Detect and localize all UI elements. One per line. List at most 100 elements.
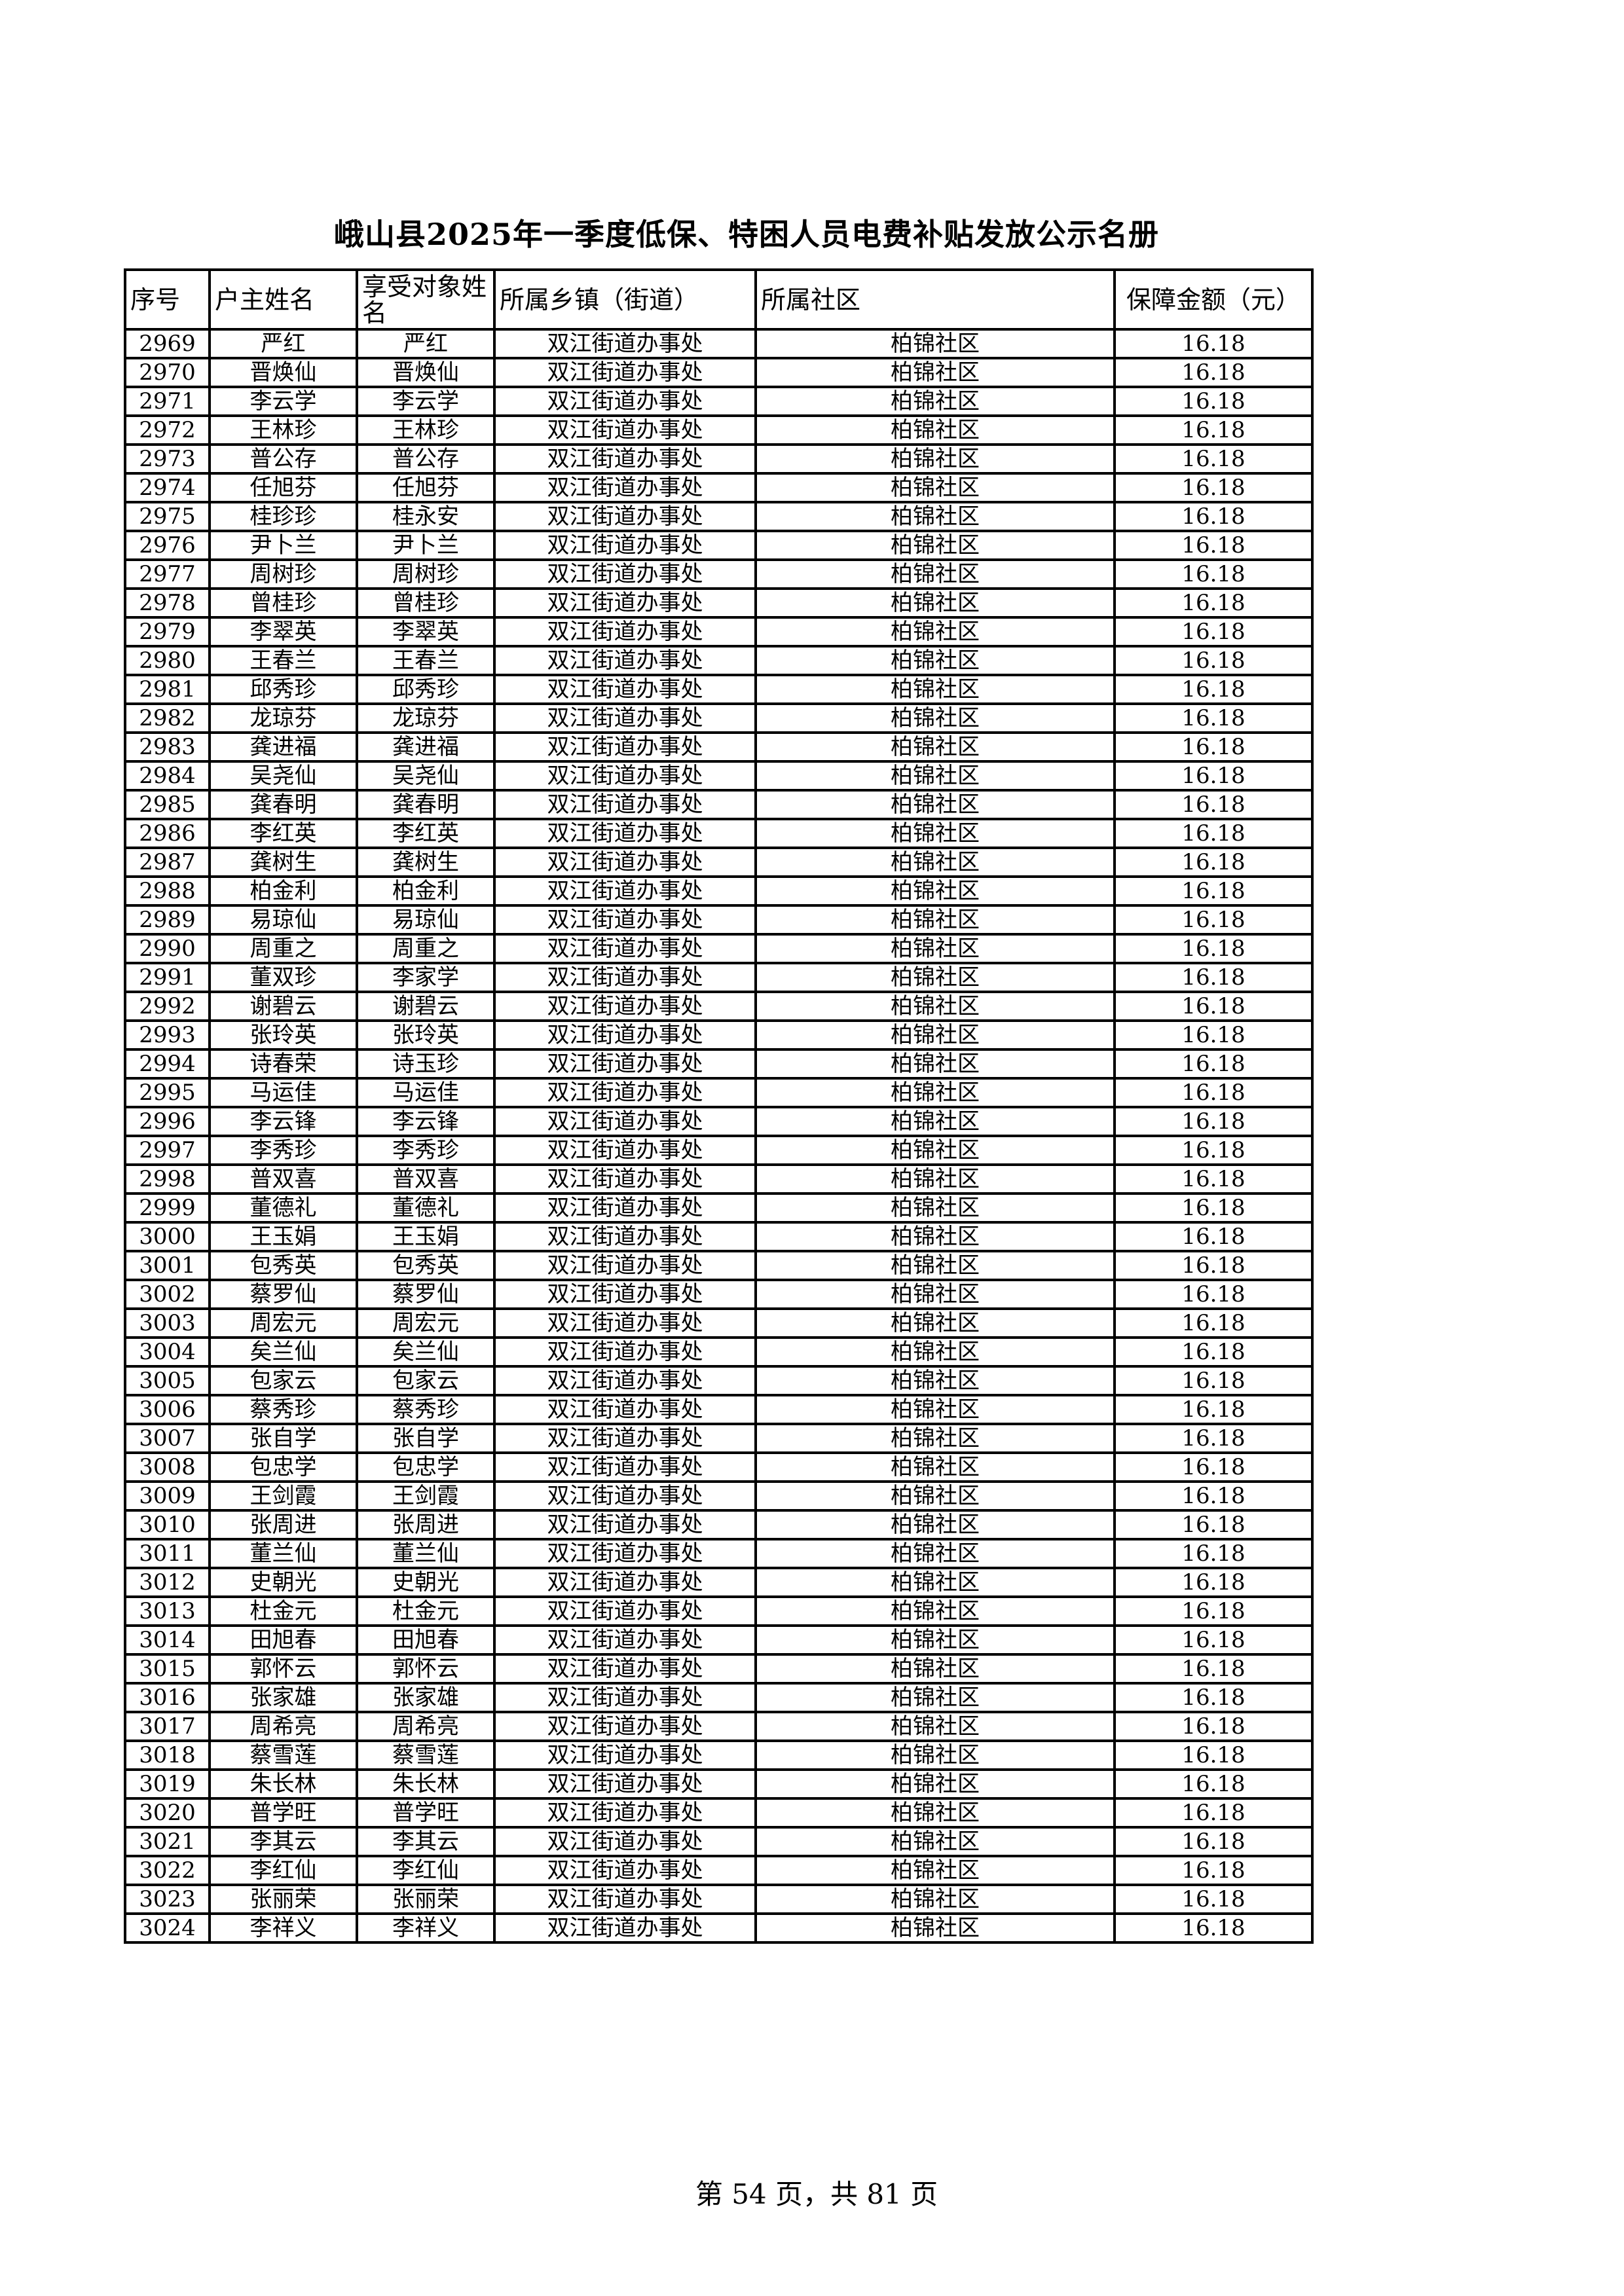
cell-amount: 16.18 [1113, 875, 1314, 907]
cell-amount: 16.18 [1113, 558, 1314, 590]
table-row: 3015 郭怀云 郭怀云 双江街道办事处 柏锦社区 16.18 [124, 1653, 1314, 1685]
cell-town: 双江街道办事处 [493, 443, 757, 475]
cell-household-head: 王玉娟 [208, 1221, 358, 1252]
cell-beneficiary: 包家云 [356, 1365, 496, 1396]
cell-seq: 3002 [124, 1279, 211, 1310]
cell-amount: 16.18 [1113, 357, 1314, 388]
cell-beneficiary: 蔡雪莲 [356, 1740, 496, 1771]
cell-town: 双江街道办事处 [493, 702, 757, 734]
cell-seq: 3020 [124, 1797, 211, 1829]
cell-seq: 3009 [124, 1480, 211, 1512]
cell-amount: 16.18 [1113, 1768, 1314, 1800]
cell-town: 双江街道办事处 [493, 1221, 757, 1252]
cell-amount: 16.18 [1113, 443, 1314, 475]
cell-household-head: 吴尧仙 [208, 760, 358, 792]
table-row: 3012 史朝光 史朝光 双江街道办事处 柏锦社区 16.18 [124, 1567, 1314, 1598]
cell-community: 柏锦社区 [754, 789, 1116, 820]
cell-community: 柏锦社区 [754, 1884, 1116, 1915]
cell-household-head: 邱秀珍 [208, 674, 358, 705]
cell-town: 双江街道办事处 [493, 1567, 757, 1598]
cell-beneficiary: 龚春明 [356, 789, 496, 820]
cell-town: 双江街道办事处 [493, 1250, 757, 1281]
cell-seq: 2973 [124, 443, 211, 475]
cell-amount: 16.18 [1113, 1595, 1314, 1627]
cell-seq: 2971 [124, 386, 211, 417]
cell-household-head: 包忠学 [208, 1451, 358, 1483]
cell-beneficiary: 周希亮 [356, 1711, 496, 1742]
cell-amount: 16.18 [1113, 904, 1314, 936]
cell-community: 柏锦社区 [754, 1106, 1116, 1137]
table-row: 3023 张丽荣 张丽荣 双江街道办事处 柏锦社区 16.18 [124, 1884, 1314, 1915]
cell-household-head: 李秀珍 [208, 1135, 358, 1166]
cell-beneficiary: 包忠学 [356, 1451, 496, 1483]
cell-community: 柏锦社区 [754, 1480, 1116, 1512]
cell-household-head: 蔡雪莲 [208, 1740, 358, 1771]
cell-town: 双江街道办事处 [493, 1797, 757, 1829]
cell-beneficiary: 蔡秀珍 [356, 1394, 496, 1425]
cell-household-head: 张家雄 [208, 1682, 358, 1713]
document-title: 峨山县2025年一季度低保、特困人员电费补贴发放公示名册 [333, 217, 1160, 252]
cell-seq: 2993 [124, 1019, 211, 1051]
cell-beneficiary: 董德礼 [356, 1192, 496, 1224]
table-row: 2999 董德礼 董德礼 双江街道办事处 柏锦社区 16.18 [124, 1192, 1314, 1224]
cell-community: 柏锦社区 [754, 1135, 1116, 1166]
table-row: 3020 普学旺 普学旺 双江街道办事处 柏锦社区 16.18 [124, 1797, 1314, 1829]
cell-seq: 2970 [124, 357, 211, 388]
cell-household-head: 王林珍 [208, 414, 358, 446]
cell-household-head: 郭怀云 [208, 1653, 358, 1685]
cell-community: 柏锦社区 [754, 962, 1116, 993]
cell-town: 双江街道办事处 [493, 933, 757, 964]
cell-community: 柏锦社区 [754, 1768, 1116, 1800]
cell-household-head: 李云学 [208, 386, 358, 417]
cell-amount: 16.18 [1113, 1826, 1314, 1857]
cell-household-head: 矣兰仙 [208, 1336, 358, 1368]
cell-community: 柏锦社区 [754, 1682, 1116, 1713]
cell-town: 双江街道办事处 [493, 1192, 757, 1224]
table-row: 3019 朱长林 朱长林 双江街道办事处 柏锦社区 16.18 [124, 1768, 1314, 1800]
cell-beneficiary: 柏金利 [356, 875, 496, 907]
cell-seq: 2987 [124, 847, 211, 878]
table-row: 3021 李其云 李其云 双江街道办事处 柏锦社区 16.18 [124, 1826, 1314, 1857]
cell-community: 柏锦社区 [754, 1595, 1116, 1627]
cell-amount: 16.18 [1113, 1221, 1314, 1252]
cell-seq: 2997 [124, 1135, 211, 1166]
table-row: 2988 柏金利 柏金利 双江街道办事处 柏锦社区 16.18 [124, 875, 1314, 907]
table-row: 2983 龚进福 龚进福 双江街道办事处 柏锦社区 16.18 [124, 731, 1314, 763]
cell-beneficiary: 曾桂珍 [356, 587, 496, 619]
table-row: 3022 李红仙 李红仙 双江街道办事处 柏锦社区 16.18 [124, 1855, 1314, 1886]
cell-beneficiary: 李其云 [356, 1826, 496, 1857]
header-seq: 序号 [124, 268, 211, 331]
cell-community: 柏锦社区 [754, 645, 1116, 676]
cell-beneficiary: 易琼仙 [356, 904, 496, 936]
table-row: 2996 李云锋 李云锋 双江街道办事处 柏锦社区 16.18 [124, 1106, 1314, 1137]
cell-seq: 2994 [124, 1048, 211, 1080]
cell-household-head: 杜金元 [208, 1595, 358, 1627]
cell-beneficiary: 龚进福 [356, 731, 496, 763]
cell-household-head: 张自学 [208, 1423, 358, 1454]
table-row: 2976 尹卜兰 尹卜兰 双江街道办事处 柏锦社区 16.18 [124, 530, 1314, 561]
cell-town: 双江街道办事处 [493, 530, 757, 561]
cell-household-head: 董双珍 [208, 962, 358, 993]
cell-household-head: 张丽荣 [208, 1884, 358, 1915]
cell-amount: 16.18 [1113, 1279, 1314, 1310]
cell-beneficiary: 任旭芬 [356, 472, 496, 503]
cell-beneficiary: 李红英 [356, 818, 496, 849]
cell-amount: 16.18 [1113, 386, 1314, 417]
cell-town: 双江街道办事处 [493, 1884, 757, 1915]
cell-seq: 3023 [124, 1884, 211, 1915]
cell-community: 柏锦社区 [754, 1912, 1116, 1944]
cell-seq: 3018 [124, 1740, 211, 1771]
table-row: 2998 普双喜 普双喜 双江街道办事处 柏锦社区 16.18 [124, 1163, 1314, 1195]
cell-beneficiary: 王林珍 [356, 414, 496, 446]
cell-household-head: 严红 [208, 328, 358, 359]
cell-household-head: 周宏元 [208, 1307, 358, 1339]
cell-household-head: 普双喜 [208, 1163, 358, 1195]
table-row: 3011 董兰仙 董兰仙 双江街道办事处 柏锦社区 16.18 [124, 1538, 1314, 1569]
cell-beneficiary: 普双喜 [356, 1163, 496, 1195]
cell-seq: 2980 [124, 645, 211, 676]
table-row: 2975 桂珍珍 桂永安 双江街道办事处 柏锦社区 16.18 [124, 501, 1314, 532]
cell-amount: 16.18 [1113, 702, 1314, 734]
cell-seq: 3024 [124, 1912, 211, 1944]
cell-seq: 3013 [124, 1595, 211, 1627]
cell-town: 双江街道办事处 [493, 674, 757, 705]
